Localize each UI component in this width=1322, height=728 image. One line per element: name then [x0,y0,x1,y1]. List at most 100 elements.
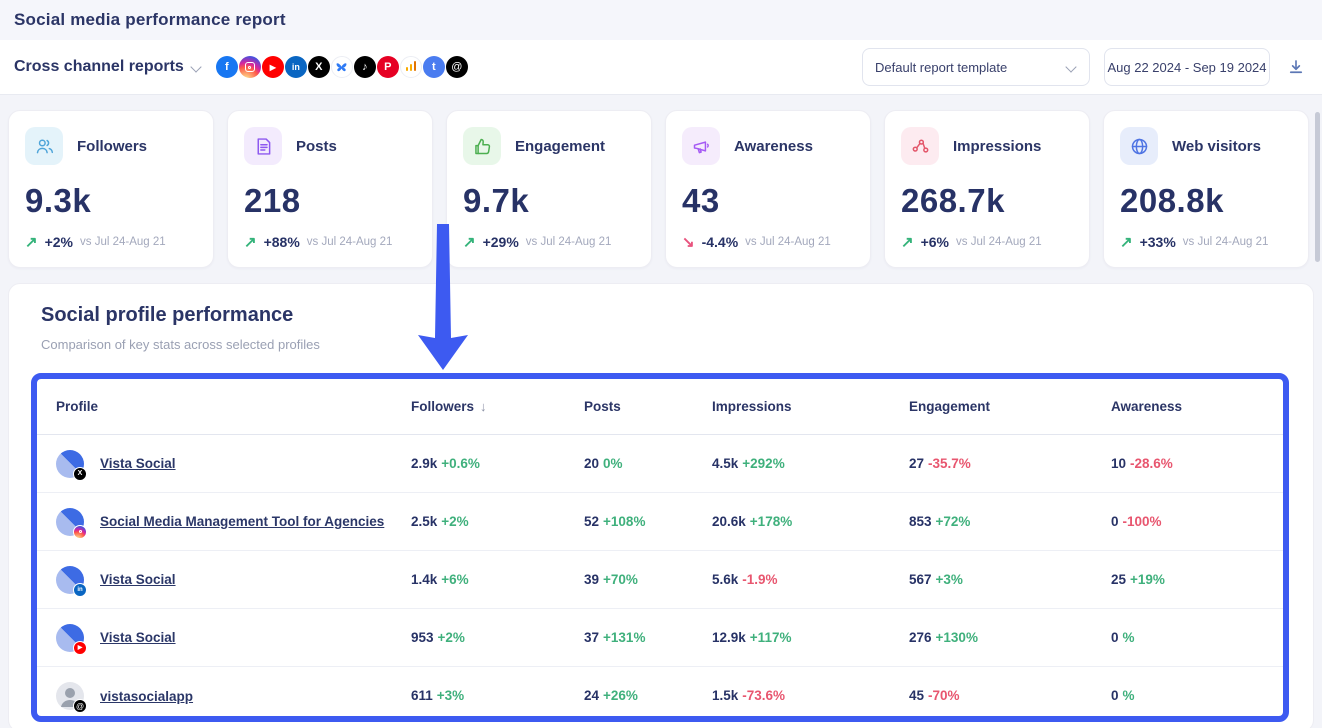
engagement-cell: 276 +130% [909,629,978,645]
instagram-icon[interactable] [238,56,261,78]
trend-up-icon [463,233,476,251]
tiktok-icon[interactable]: ♪ [353,56,376,78]
followers-icon [25,127,63,165]
trend-up-icon [1120,233,1133,251]
vertical-scrollbar[interactable] [1315,112,1320,262]
stat-card-followers: Followers 9.3k +2% vs Jul 24-Aug 21 [8,110,214,268]
profile-cell: @ vistasocialapp [56,682,411,713]
chevron-down-icon [192,62,202,72]
card-head: Impressions [901,127,1073,165]
column-header-posts[interactable]: Posts [584,399,621,414]
stat-label: Engagement [515,137,606,155]
social-profile-performance-section: Social profile performance Comparison of… [8,283,1314,728]
ga-bar-large [413,61,417,71]
stat-change: -4.4% [701,234,739,250]
column-header-followers[interactable]: Followers [411,399,584,414]
stat-label: Followers [77,137,148,155]
profile-link[interactable]: Vista Social [100,630,176,645]
awareness-cell: 0% [1111,688,1135,703]
table-header-row: Profile Followers Posts Impressions Enga… [37,379,1283,435]
card-head: Engagement [463,127,635,165]
download-button[interactable] [1284,55,1308,79]
stat-card-posts: Posts 218 +88% vs Jul 24-Aug 21 [227,110,433,268]
impressions-cell: 4.5k +292% [712,455,785,471]
column-header-label: Followers [411,399,475,414]
column-header-awareness[interactable]: Awareness [1111,399,1183,414]
bluesky-icon[interactable] [330,56,353,78]
ga-bar-small [405,67,409,71]
table-row: X Vista Social 2.9k +0.6% 20 0% 4.5k +292% … [37,435,1283,493]
column-header-engagement[interactable]: Engagement [909,399,991,414]
pinterest-icon[interactable]: P [376,56,399,78]
followers-cell: 611 +3% [411,688,465,703]
profile-cell: in Vista Social [56,565,411,597]
engagement-cell: 567 +3% [909,571,963,587]
awareness-cell: 10 -28.6% [1111,455,1173,471]
profile-link[interactable]: Vista Social [100,572,176,587]
download-icon [1289,60,1303,74]
stat-card-awareness: Awareness 43 -4.4% vs Jul 24-Aug 21 [665,110,871,268]
profile-link[interactable]: vistasocialapp [100,688,194,704]
toolbar-right-group: Default report template Aug 22 2024 - Se… [862,48,1308,86]
channel-icon-list: f ▶ in X ♪ P t @ [215,56,468,78]
report-template-dropdown[interactable]: Default report template [862,48,1090,86]
stats-row: Followers 9.3k +2% vs Jul 24-Aug 21 Post… [0,95,1322,268]
x-twitter-icon[interactable]: X [307,56,330,78]
profile-link[interactable]: Social Media Management Tool for Agencie… [100,514,385,529]
page-title: Social media performance report [14,10,286,29]
followers-cell: 2.5k +2% [411,513,469,529]
sort-desc-icon [480,399,487,414]
stat-value: 9.3k [25,182,92,219]
trend-down-icon [682,233,695,251]
stat-change: +6% [920,234,949,250]
instagram-camera-lens [78,530,82,533]
posts-cell: 52 +108% [584,513,646,529]
facebook-icon[interactable]: f [215,56,238,78]
megaphone-icon [682,127,720,165]
trend-up-icon [244,233,257,251]
table-row: @ vistasocialapp 611 +3% 24 +26% 1.5k -73.6… [37,667,1283,716]
date-range-picker[interactable]: Aug 22 2024 - Sep 19 2024 [1104,48,1270,86]
ga-bar-medium [409,64,413,71]
profile-cell: X Vista Social [56,449,411,481]
google-analytics-icon[interactable] [399,56,422,78]
engagement-cell: 45 -70% [909,688,960,703]
column-header-impressions[interactable]: Impressions [712,399,792,414]
tumblr-icon[interactable]: t [422,56,445,78]
instagram-badge-icon [73,524,87,539]
impressions-cell: 1.5k -73.6% [712,688,786,703]
vista-social-avatar: ▶ [56,623,87,655]
stat-value: 43 [682,182,720,219]
linkedin-icon[interactable]: in [284,56,307,78]
instagram-camera-lens [248,65,252,69]
impressions-cell: 12.9k +117% [712,629,792,645]
profile-link[interactable]: Vista Social [100,456,176,471]
instagram-camera-frame [244,62,255,72]
stat-change: +2% [44,234,73,250]
youtube-icon[interactable]: ▶ [261,56,284,78]
trend-up-icon [901,233,914,251]
table-row: in Vista Social 1.4k +6% 39 +70% 5.6k -1.9%… [37,551,1283,609]
stat-change: +33% [1139,234,1176,250]
stat-footer: +88% vs Jul 24-Aug 21 [244,233,393,251]
report-toolbar: Cross channel reports f ▶ in X ♪ P t @ D… [0,40,1322,95]
stat-card-engagement: Engagement 9.7k +29% vs Jul 24-Aug 21 [446,110,652,268]
engagement-cell: 853 +72% [909,513,971,529]
stat-value: 268.7k [901,182,1005,219]
posts-cell: 24 +26% [584,688,638,703]
stat-value: 218 [244,182,301,219]
linkedin-badge-icon: in [73,582,87,597]
stat-label: Posts [296,137,337,155]
awareness-cell: 0% [1111,629,1135,645]
stat-footer: +2% vs Jul 24-Aug 21 [25,233,166,251]
stat-period: vs Jul 24-Aug 21 [1182,236,1269,248]
profile-cell: Social Media Management Tool for Agencie… [56,507,411,539]
thumbs-up-icon [463,127,501,165]
cross-channel-reports-picker[interactable]: Cross channel reports [14,58,202,76]
followers-cell: 953 +2% [411,629,465,645]
stat-change: +29% [482,234,519,250]
section-picker-label: Cross channel reports [14,58,184,75]
stat-footer: -4.4% vs Jul 24-Aug 21 [682,233,831,251]
threads-icon[interactable]: @ [445,56,468,78]
column-header-profile[interactable]: Profile [56,399,99,414]
